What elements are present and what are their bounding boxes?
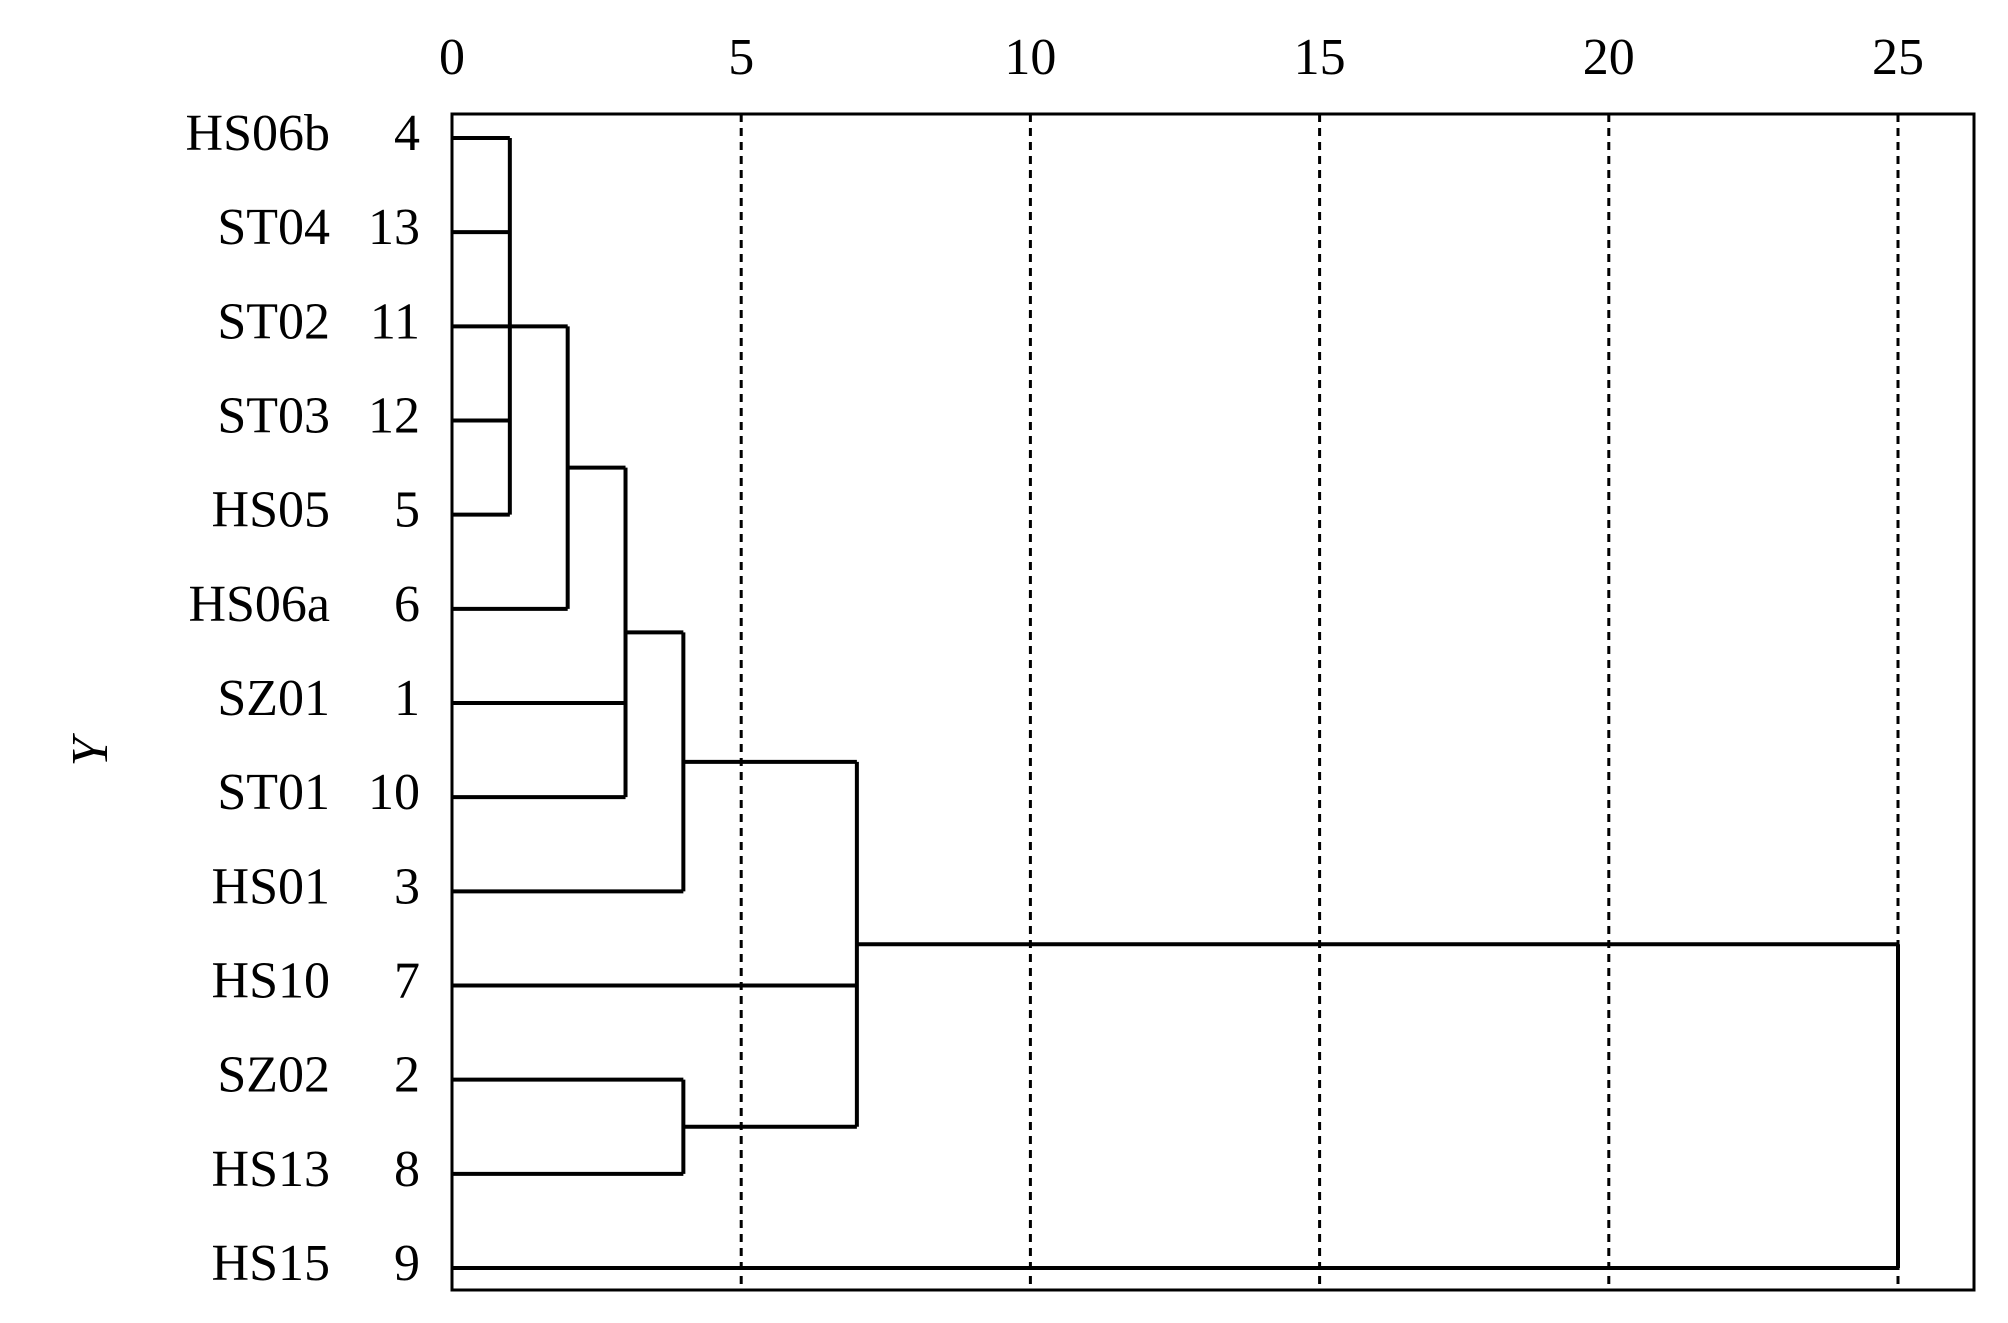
leaf-id: 13 xyxy=(368,199,420,256)
x-tick-label: 15 xyxy=(1294,29,1346,86)
leaf-label: HS05 xyxy=(212,482,330,539)
leaf-label: HS13 xyxy=(212,1141,330,1198)
leaf-id: 7 xyxy=(394,952,420,1009)
leaf-label: HS06a xyxy=(188,576,330,633)
leaf-id: 8 xyxy=(394,1141,420,1198)
x-tick-label: 20 xyxy=(1583,29,1635,86)
leaf-label: ST04 xyxy=(217,199,330,256)
leaf-id: 1 xyxy=(394,670,420,727)
leaf-id: 2 xyxy=(394,1047,420,1104)
leaf-id: 9 xyxy=(394,1235,420,1292)
leaf-id: 5 xyxy=(394,482,420,539)
leaf-label: SZ01 xyxy=(217,670,330,727)
x-tick-label: 0 xyxy=(439,29,465,86)
leaf-label: ST03 xyxy=(217,387,330,444)
leaf-label: HS10 xyxy=(212,952,330,1009)
x-tick-label: 10 xyxy=(1004,29,1056,86)
leaf-label: HS06b xyxy=(186,105,330,162)
leaf-label: HS15 xyxy=(212,1235,330,1292)
leaf-label: SZ02 xyxy=(217,1047,330,1104)
leaf-label: ST02 xyxy=(217,293,330,350)
x-tick-label: 25 xyxy=(1872,29,1924,86)
leaf-label: ST01 xyxy=(217,764,330,821)
y-axis-label: Y xyxy=(62,732,119,766)
leaf-id: 10 xyxy=(368,764,420,821)
leaf-label: HS01 xyxy=(212,858,330,915)
x-tick-label: 5 xyxy=(728,29,754,86)
leaf-id: 11 xyxy=(370,293,420,350)
leaf-id: 12 xyxy=(368,387,420,444)
plot-frame xyxy=(450,112,1976,1292)
leaf-id: 6 xyxy=(394,576,420,633)
leaf-id: 3 xyxy=(394,858,420,915)
leaf-id: 4 xyxy=(394,105,420,162)
